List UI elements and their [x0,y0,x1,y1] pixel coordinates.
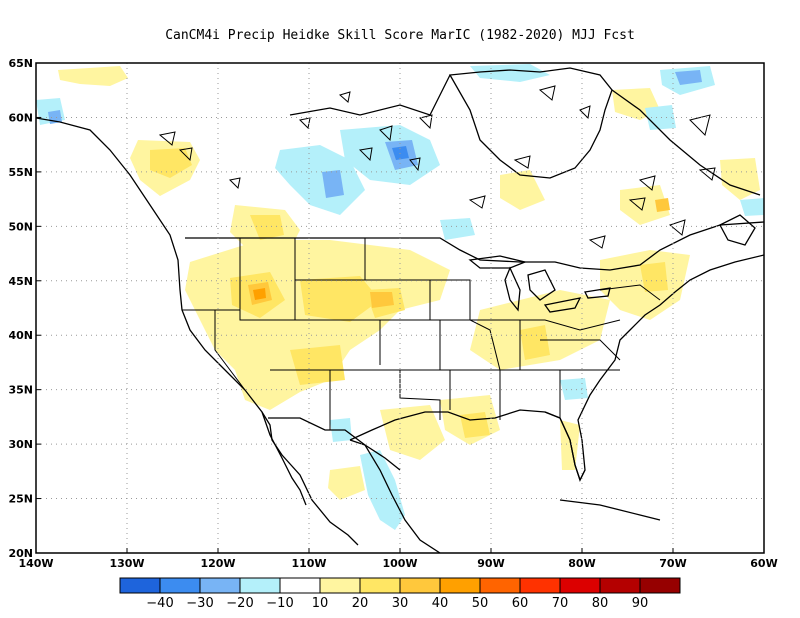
lon-tick-label: 60W [750,557,777,570]
colorbar-swatch [279,577,321,594]
map-boundaries [36,67,764,553]
moderate-skill-areas [150,148,668,438]
arctic-coast [289,74,451,116]
lake-superior [468,255,528,269]
colorbar-swatch [239,577,281,594]
colorbar-label: 70 [552,596,569,611]
pacific-coastline [36,117,359,546]
lon-tick-label: 70W [659,557,686,570]
colorbar-label: 90 [632,596,649,611]
gridlines [36,63,764,553]
us-mexico-border [268,417,401,471]
colorbar-label: 60 [512,596,529,611]
colorbar-swatch [439,577,481,594]
colorbar-label: 80 [592,596,609,611]
lon-tick-label: 110W [291,557,326,570]
colorbar-label: 50 [472,596,489,611]
lon-tick-label: 90W [477,557,504,570]
colorbar-label: 30 [392,596,409,611]
high-skill-areas [253,288,266,300]
colorbar-swatch [119,577,161,594]
colorbar-label: −30 [186,596,213,611]
colorbar-label: 20 [352,596,369,611]
colorbar-swatch [359,577,401,594]
colorbar-label: 10 [312,596,329,611]
colorbar-swatch [399,577,441,594]
colorbar-swatch [199,577,241,594]
latitude-ticks: 65N 60N 55N 50N 45N 40N 35N 30N 25N 20N [8,57,41,560]
colorbar-label: −40 [146,596,173,611]
lat-tick-label: 30N [8,438,33,451]
lon-tick-label: 80W [568,557,595,570]
lat-tick-label: 65N [8,57,33,70]
lat-tick-label: 20N [8,547,33,560]
lake-michigan [504,266,521,312]
lake-erie [543,297,582,313]
cuba [559,499,661,521]
lake-huron [527,269,556,301]
colorbar-swatch [639,577,681,594]
newfoundland [719,214,756,246]
colorbar-swatch [599,577,641,594]
longitude-ticks: 140W 130W 120W 110W 100W 90W 80W 70W 60W [18,548,778,570]
labrador-coast [611,89,761,196]
colorbar-label: −10 [266,596,293,611]
lon-tick-label: 130W [109,557,144,570]
gulf-coast-us [349,254,764,482]
state-lines [182,238,661,430]
colorbar-swatch [319,577,361,594]
colorbar: −40 −30 −20 −10 10 20 30 40 50 60 70 80 90 [119,577,681,611]
lat-tick-label: 50N [8,220,33,233]
florida [544,411,586,482]
colorbar-swatch [159,577,201,594]
lat-tick-label: 60N [8,111,33,124]
colorbar-swatch [559,577,601,594]
lat-tick-label: 55N [8,166,33,179]
colorbar-swatch [479,577,521,594]
lon-tick-label: 140W [18,557,53,570]
hudson-bay [448,67,613,179]
lon-tick-label: 120W [200,557,235,570]
lat-tick-label: 25N [8,493,33,506]
map-title: CanCM4i Precip Heidke Skill Score MarIC … [165,28,635,43]
lat-tick-label: 35N [8,384,33,397]
lat-tick-label: 45N [8,275,33,288]
lakes-and-islands [158,85,716,249]
baja-coastline [261,411,307,506]
lat-tick-label: 40N [8,329,33,342]
lon-tick-label: 100W [382,557,417,570]
colorbar-label: −20 [226,596,253,611]
colorbar-label: 40 [432,596,449,611]
us-canada-border [185,221,764,271]
colorbar-swatch [519,577,561,594]
